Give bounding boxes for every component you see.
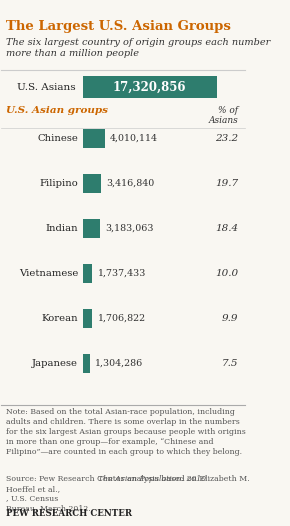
FancyBboxPatch shape bbox=[83, 218, 100, 238]
Text: U.S. Asians: U.S. Asians bbox=[17, 83, 76, 92]
Text: 23.2: 23.2 bbox=[215, 134, 239, 143]
Text: PEW RESEARCH CENTER: PEW RESEARCH CENTER bbox=[6, 509, 132, 518]
Text: 1,706,822: 1,706,822 bbox=[97, 314, 146, 323]
Text: The Asian Population: 2010: The Asian Population: 2010 bbox=[98, 475, 206, 483]
Text: 18.4: 18.4 bbox=[215, 224, 239, 233]
Text: Korean: Korean bbox=[41, 314, 78, 323]
Text: The Largest U.S. Asian Groups: The Largest U.S. Asian Groups bbox=[6, 19, 231, 33]
FancyBboxPatch shape bbox=[83, 128, 105, 148]
Text: 19.7: 19.7 bbox=[215, 179, 239, 188]
Text: Vietnamese: Vietnamese bbox=[19, 269, 78, 278]
Text: 3,183,063: 3,183,063 bbox=[106, 224, 154, 233]
Text: Chinese: Chinese bbox=[37, 134, 78, 143]
Text: 4,010,114: 4,010,114 bbox=[110, 134, 158, 143]
FancyBboxPatch shape bbox=[83, 174, 101, 194]
Text: 10.0: 10.0 bbox=[215, 269, 239, 278]
Text: % of
Asians: % of Asians bbox=[209, 106, 239, 125]
Text: Indian: Indian bbox=[45, 224, 78, 233]
Text: , U.S. Census
Bureau, March 2012.: , U.S. Census Bureau, March 2012. bbox=[6, 494, 91, 512]
Text: Filipino: Filipino bbox=[39, 179, 78, 188]
Text: 3,416,840: 3,416,840 bbox=[107, 179, 155, 188]
FancyBboxPatch shape bbox=[83, 264, 92, 284]
Text: 1,737,433: 1,737,433 bbox=[98, 269, 146, 278]
Text: The six largest country of origin groups each number
more than a million people: The six largest country of origin groups… bbox=[6, 38, 271, 58]
Text: Note: Based on the total Asian-race population, including
adults and children. T: Note: Based on the total Asian-race popu… bbox=[6, 409, 246, 456]
FancyBboxPatch shape bbox=[83, 309, 92, 328]
Text: Source: Pew Research Center analysis based on Elizabeth M.
Hoeffel et al.,: Source: Pew Research Center analysis bas… bbox=[6, 475, 250, 493]
Text: U.S. Asian groups: U.S. Asian groups bbox=[6, 106, 108, 115]
FancyBboxPatch shape bbox=[83, 353, 90, 373]
Text: Japanese: Japanese bbox=[32, 359, 78, 368]
Text: 1,304,286: 1,304,286 bbox=[95, 359, 144, 368]
Text: 17,320,856: 17,320,856 bbox=[113, 80, 186, 94]
Text: 7.5: 7.5 bbox=[222, 359, 239, 368]
Text: 9.9: 9.9 bbox=[222, 314, 239, 323]
FancyBboxPatch shape bbox=[83, 76, 217, 98]
